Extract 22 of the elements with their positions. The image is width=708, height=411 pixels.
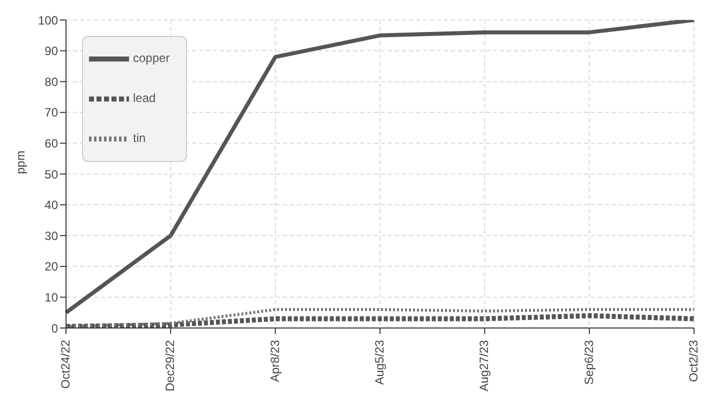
x-tick-label: Oct2/23 (686, 340, 701, 382)
x-tick-label: Oct24/22 (58, 340, 73, 389)
x-tick-label: Apr8/23 (268, 340, 282, 382)
y-tick-label: 60 (44, 136, 58, 150)
x-tick-label: Dec29/22 (163, 340, 178, 392)
x-tick-label: Aug5/23 (372, 340, 387, 385)
y-tick-label: 0 (51, 321, 58, 336)
x-tick-label: Aug27/23 (477, 340, 492, 392)
y-tick-label: 80 (44, 74, 58, 89)
y-tick-label: 10 (44, 290, 58, 304)
y-axis-title: ppm (13, 150, 28, 174)
y-tick-label: 70 (44, 106, 58, 120)
x-tick-label: Sep6/23 (582, 340, 596, 385)
y-tick-label: 30 (44, 228, 58, 243)
y-tick-label: 40 (44, 198, 58, 212)
y-tick-label: 90 (44, 44, 58, 58)
legend-label: lead (133, 91, 156, 106)
y-tick-label: 20 (44, 260, 58, 274)
legend-label: tin (133, 131, 146, 146)
y-tick-label: 100 (38, 13, 58, 28)
legend-label: copper (133, 51, 170, 66)
y-tick-label: 50 (44, 167, 58, 182)
